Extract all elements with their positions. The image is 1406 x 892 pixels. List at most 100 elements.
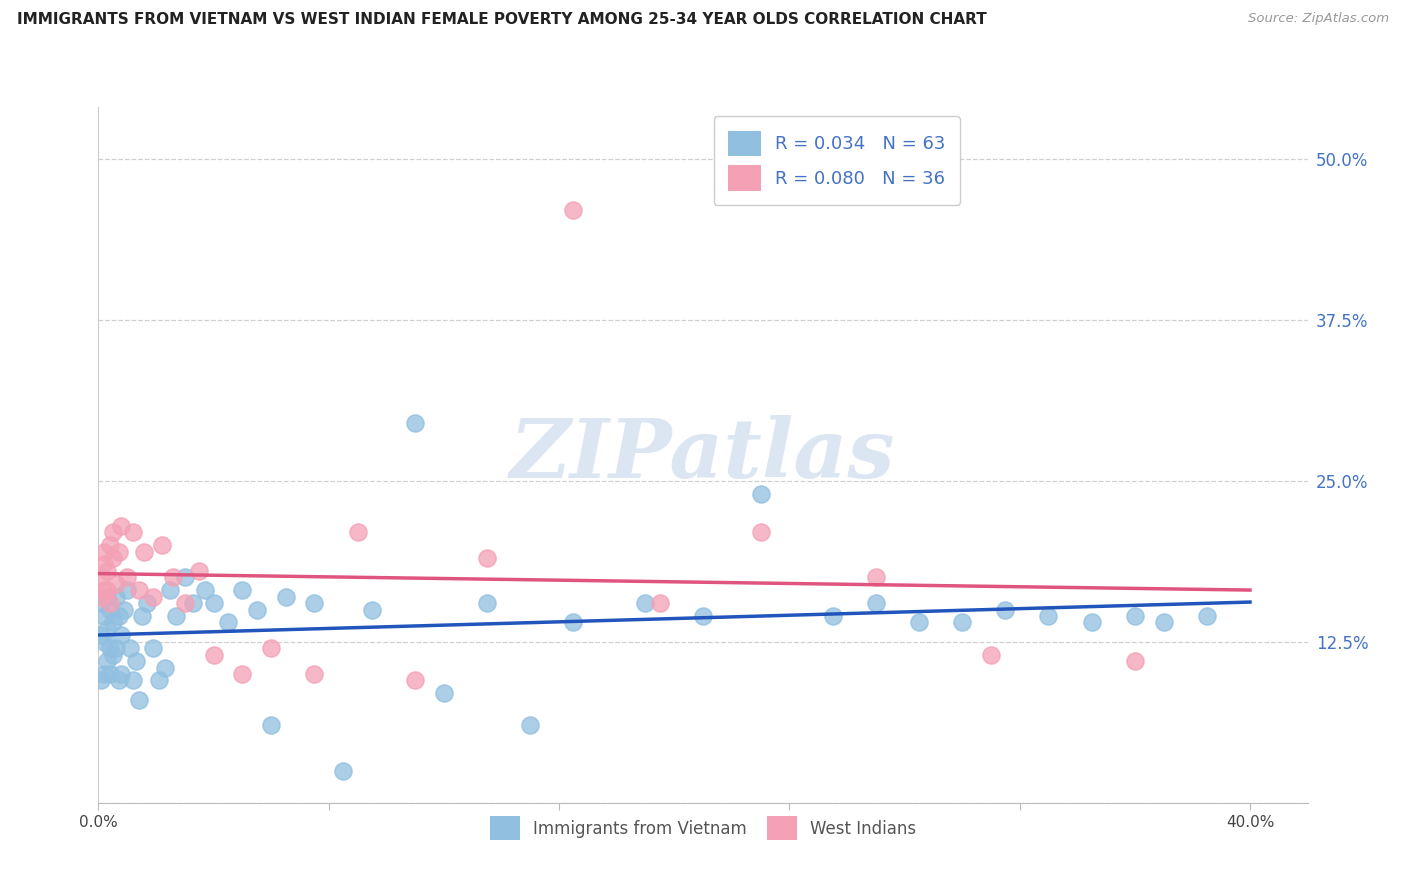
Point [122,673,145,688]
Point [110,628,132,642]
Point [865,570,887,584]
Point [404,416,426,430]
Point [361,602,384,616]
Point [183,596,205,610]
Point [101,615,124,630]
Point [96,590,118,604]
Point [98,641,121,656]
Point [908,615,931,630]
Point [93,667,115,681]
Legend: Immigrants from Vietnam, West Indians: Immigrants from Vietnam, West Indians [484,810,922,847]
Point [98,667,121,681]
Point [332,764,354,778]
Point [107,673,129,688]
Point [96,564,118,578]
Point [153,660,176,674]
Text: Source: ZipAtlas.com: Source: ZipAtlas.com [1249,12,1389,25]
Point [90,596,112,610]
Point [202,648,225,662]
Point [260,641,283,656]
Point [93,544,115,558]
Point [128,583,150,598]
Point [1153,615,1175,630]
Point [648,596,671,610]
Point [519,718,541,732]
Point [231,583,253,598]
Point [246,602,269,616]
Point [115,570,138,584]
Point [1195,609,1218,624]
Point [749,525,772,540]
Point [304,667,326,681]
Point [173,570,195,584]
Point [101,525,124,540]
Point [994,602,1017,616]
Point [101,648,124,662]
Point [202,596,225,610]
Point [112,602,135,616]
Point [260,718,283,732]
Point [104,590,127,604]
Point [231,667,253,681]
Point [433,686,456,700]
Point [980,648,1002,662]
Text: IMMIGRANTS FROM VIETNAM VS WEST INDIAN FEMALE POVERTY AMONG 25-34 YEAR OLDS CORR: IMMIGRANTS FROM VIETNAM VS WEST INDIAN F… [17,12,987,27]
Point [274,590,297,604]
Point [93,558,115,572]
Point [96,622,118,636]
Point [821,609,844,624]
Point [90,590,112,604]
Point [93,583,115,598]
Point [173,596,195,610]
Point [93,609,115,624]
Text: ZIPatlas: ZIPatlas [510,415,896,495]
Point [128,692,150,706]
Point [98,596,121,610]
Point [749,486,772,500]
Point [134,544,156,558]
Point [104,641,127,656]
Point [90,570,112,584]
Point [142,641,165,656]
Point [165,609,187,624]
Point [101,551,124,566]
Point [188,564,211,578]
Point [304,596,326,610]
Point [107,609,129,624]
Point [692,609,714,624]
Point [162,570,184,584]
Point [346,525,368,540]
Point [1123,654,1146,668]
Point [1080,615,1102,630]
Point [90,628,112,642]
Point [93,634,115,648]
Point [125,654,148,668]
Point [865,596,887,610]
Point [950,615,973,630]
Point [98,602,121,616]
Point [562,615,585,630]
Point [159,583,181,598]
Point [1038,609,1060,624]
Point [98,538,121,552]
Point [194,583,217,598]
Point [115,583,138,598]
Point [136,596,159,610]
Point [96,583,118,598]
Point [104,576,127,591]
Point [217,615,239,630]
Point [148,673,170,688]
Point [404,673,426,688]
Point [142,590,165,604]
Point [110,667,132,681]
Point [1123,609,1146,624]
Point [122,525,145,540]
Point [110,518,132,533]
Point [131,609,153,624]
Point [562,203,585,218]
Point [96,654,118,668]
Point [107,544,129,558]
Point [475,551,498,566]
Point [475,596,498,610]
Point [90,673,112,688]
